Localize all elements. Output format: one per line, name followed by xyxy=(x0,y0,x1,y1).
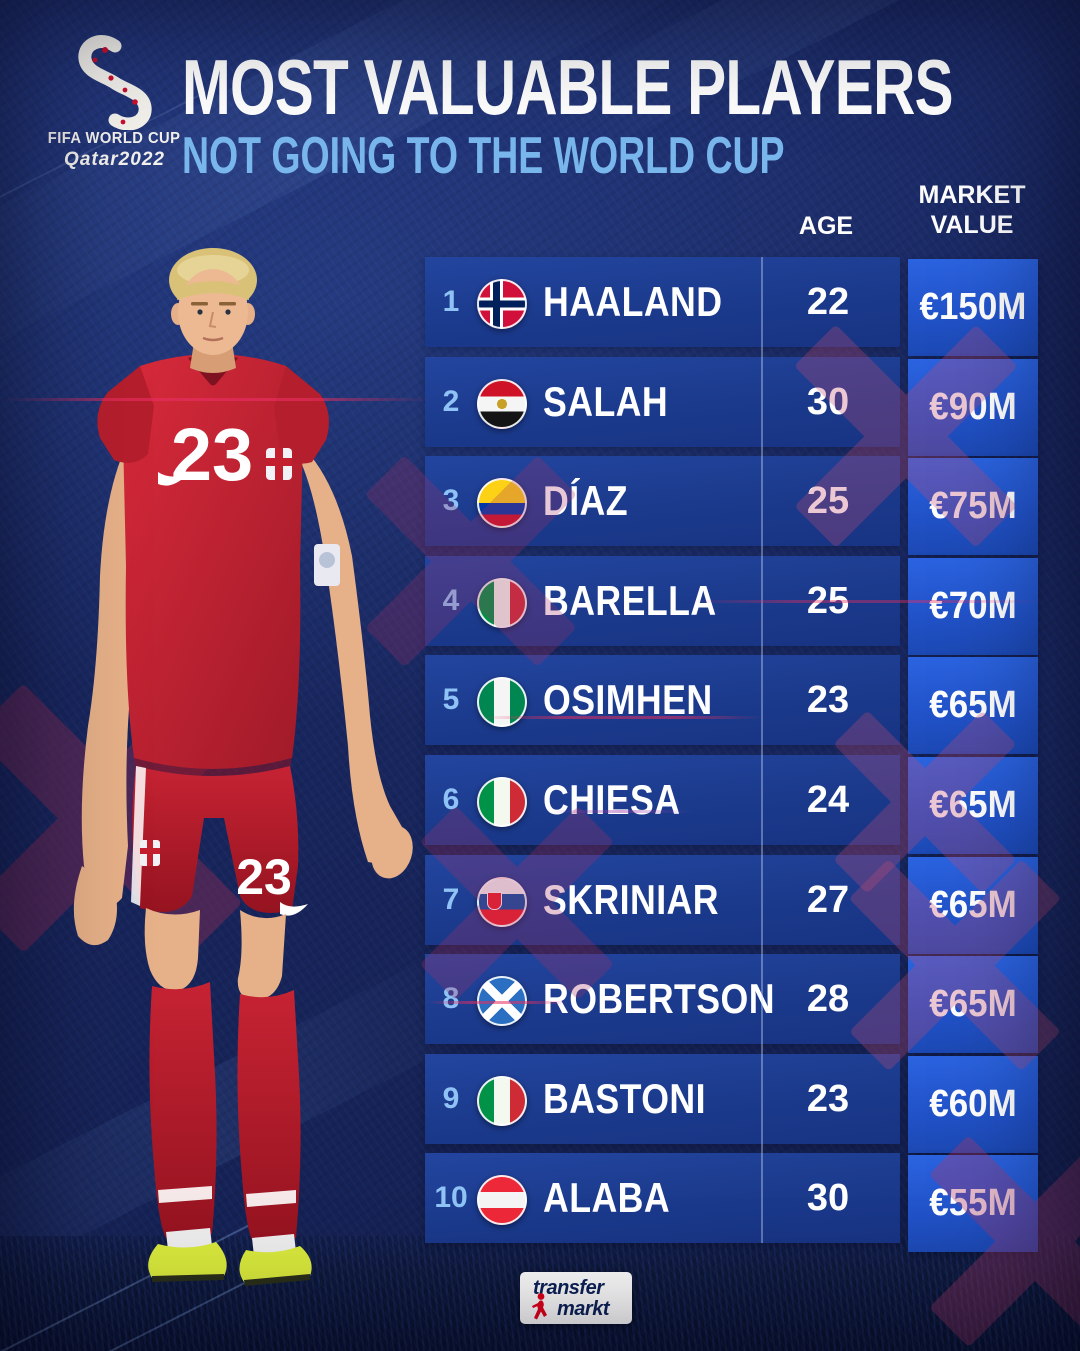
age-value: 27 xyxy=(806,879,850,921)
x-decoration xyxy=(432,818,602,988)
table-row: 5 OSIMHEN 23 xyxy=(425,655,900,745)
red-line-decoration xyxy=(690,600,1040,603)
x-decoration xyxy=(862,872,1047,1057)
age-value: 23 xyxy=(806,1078,850,1120)
market-header-line2: VALUE xyxy=(930,211,1014,239)
table-row: 10 ALABA 30 xyxy=(425,1153,900,1243)
x-decoration xyxy=(808,338,1003,533)
player-name: BASTONI xyxy=(543,1075,706,1122)
player-name: SALAH xyxy=(543,378,669,425)
red-line-decoration xyxy=(428,1001,568,1004)
x-decoration xyxy=(378,468,563,653)
brand-text-markt: markt xyxy=(557,1298,609,1320)
flag-nigeria-icon xyxy=(477,677,527,727)
flag-egypt-icon xyxy=(477,379,527,429)
red-line-decoration xyxy=(478,716,763,719)
rank-number: 1 xyxy=(442,285,460,318)
haaland-photo: 23 23 xyxy=(73,248,413,1286)
market-value: €150M xyxy=(919,286,1027,328)
rank-number: 5 xyxy=(442,683,460,716)
fifa-logo-text: FIFA WORLD CUP xyxy=(48,130,181,147)
svg-text:23: 23 xyxy=(236,849,292,905)
column-header-market-value: MARKET VALUE xyxy=(902,180,1042,240)
brand-text-transfer: transfer xyxy=(533,1277,604,1299)
rank-number: 9 xyxy=(442,1082,460,1115)
transfermarkt-logo: transfer markt xyxy=(520,1272,632,1324)
market-value: €70M xyxy=(929,585,1017,627)
fifa-world-cup-logo: FIFA WORLD CUP Qatar2022 xyxy=(42,34,187,171)
column-header-age: AGE xyxy=(798,212,854,240)
age-value: 24 xyxy=(806,779,850,821)
age-value: 23 xyxy=(806,679,850,721)
market-value-cell: €60M xyxy=(908,1056,1038,1153)
red-line-decoration xyxy=(0,398,430,401)
market-header-line1: MARKET xyxy=(918,181,1026,209)
table-row: 1 HAALAND 22 xyxy=(425,257,900,347)
rank-number: 10 xyxy=(434,1181,468,1214)
x-decoration xyxy=(942,1148,1080,1333)
age-value: 30 xyxy=(806,1177,850,1219)
svg-text:23: 23 xyxy=(171,413,253,496)
market-value: €60M xyxy=(929,1083,1017,1125)
flag-austria-icon xyxy=(477,1175,527,1225)
player-name: HAALAND xyxy=(543,278,723,325)
x-decoration xyxy=(845,722,1005,882)
age-value: 22 xyxy=(806,281,850,323)
page-title: MOST VALUABLE PLAYERS xyxy=(182,43,954,131)
flag-italy-icon xyxy=(477,1076,527,1126)
rank-number: 2 xyxy=(442,385,460,418)
player-name: ALABA xyxy=(543,1174,671,1221)
qatar-2022-text: Qatar2022 xyxy=(64,149,165,170)
page-subtitle: NOT GOING TO THE WORLD CUP xyxy=(182,127,785,185)
column-divider xyxy=(761,257,763,1243)
red-line-decoration xyxy=(548,810,693,813)
player-name: CHIESA xyxy=(543,776,681,823)
qatar-2022-emblem-icon xyxy=(77,35,152,130)
age-value: 28 xyxy=(806,978,850,1020)
footballer-icon xyxy=(532,1293,547,1320)
player-name: OSIMHEN xyxy=(543,676,713,723)
player-name: BARELLA xyxy=(543,577,717,624)
flag-norway-icon xyxy=(477,279,527,329)
age-value: 25 xyxy=(806,580,850,622)
table-row: 9 BASTONI 23 xyxy=(425,1054,900,1144)
market-value-cell: €70M xyxy=(908,558,1038,655)
